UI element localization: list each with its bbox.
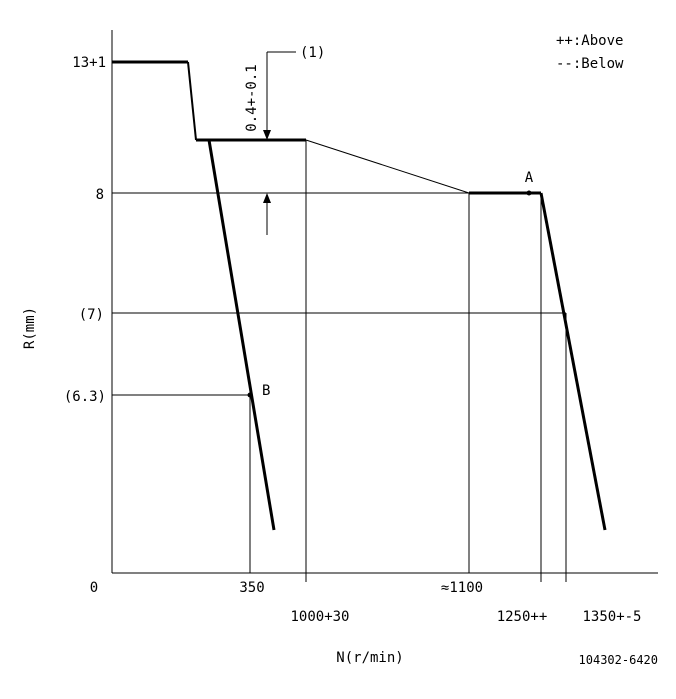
legend-above: ++:Above bbox=[556, 33, 623, 49]
y-tick-7: (7) bbox=[79, 307, 104, 323]
x-tick-1100: ≈1100 bbox=[441, 580, 483, 596]
curve-first-drop bbox=[187, 61, 197, 141]
point-a-marker bbox=[526, 190, 532, 196]
legend-below: --:Below bbox=[556, 56, 624, 72]
y-tick-6-3: (6.3) bbox=[64, 389, 106, 405]
dimension-arrow-down bbox=[263, 130, 271, 140]
point-b-marker bbox=[247, 392, 253, 398]
point-a-label: A bbox=[525, 170, 534, 186]
origin-label: 0 bbox=[90, 580, 98, 596]
curve-slope bbox=[305, 139, 470, 194]
x-tick-1350: 1350+-5 bbox=[582, 609, 641, 625]
x-tick-1000: 1000+30 bbox=[290, 609, 349, 625]
dimension-label: 0.4+-0.1 bbox=[244, 64, 260, 131]
x-axis-title: N(r/min) bbox=[336, 650, 403, 666]
drawing-number: 104302-6420 bbox=[579, 653, 658, 667]
curve-left-drop bbox=[207, 139, 276, 531]
y-tick-8: 8 bbox=[96, 187, 104, 203]
dimension-arrow-up bbox=[263, 193, 271, 203]
y-axis-title: R(mm) bbox=[22, 307, 38, 349]
curve-right-drop bbox=[539, 192, 607, 531]
y-tick-13: 13+1 bbox=[72, 55, 106, 71]
x-tick-1250: 1250++ bbox=[497, 609, 548, 625]
x-tick-350: 350 bbox=[239, 580, 264, 596]
point-b-label: B bbox=[262, 383, 270, 399]
callout-label: (1) bbox=[300, 45, 325, 61]
